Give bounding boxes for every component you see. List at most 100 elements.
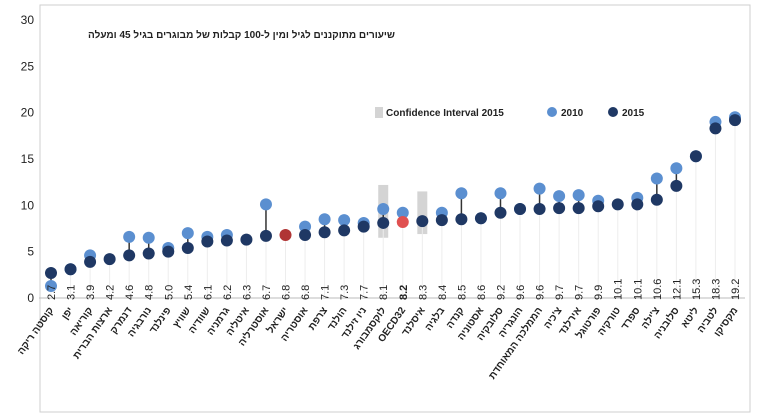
data-label: 9.7 xyxy=(574,285,586,300)
dot-2015 xyxy=(240,233,253,246)
dot-2010 xyxy=(553,190,566,203)
y-tick-label: 20 xyxy=(21,106,35,120)
data-label: 7.1 xyxy=(320,285,332,300)
data-label: 8.2 xyxy=(398,285,410,300)
legend: Confidence Interval 2015 2010 2015 xyxy=(375,107,645,119)
data-label: 8.5 xyxy=(456,285,468,300)
dot-2010 xyxy=(455,187,468,200)
y-tick-label: 25 xyxy=(21,59,35,73)
data-label: 6.3 xyxy=(241,285,253,300)
dot-2015 xyxy=(533,203,546,216)
data-label: 18.3 xyxy=(710,279,722,300)
y-tick-label: 15 xyxy=(21,152,35,166)
data-label: 8.4 xyxy=(437,285,449,300)
dot-2015 xyxy=(494,206,507,219)
dot-2015 xyxy=(279,228,292,241)
dot-2010 xyxy=(494,187,507,200)
dot-2015 xyxy=(220,234,233,247)
dot-2015 xyxy=(396,216,409,229)
data-label: 9.2 xyxy=(495,285,507,300)
legend-2015-marker xyxy=(608,107,618,117)
dot-2015 xyxy=(123,249,136,262)
data-label: 7.3 xyxy=(339,285,351,300)
dot-2015 xyxy=(201,235,214,248)
data-label: 19.2 xyxy=(730,279,742,300)
data-label: 9.6 xyxy=(535,285,547,300)
dot-2015 xyxy=(142,247,155,260)
dot-2010 xyxy=(142,231,155,244)
dot-2010 xyxy=(650,172,663,185)
data-label: 8.3 xyxy=(417,285,429,300)
data-label: 6.8 xyxy=(281,285,293,300)
dot-2015 xyxy=(181,241,194,254)
data-label: 3.1 xyxy=(66,285,78,300)
dot-2010 xyxy=(396,206,409,219)
legend-2010-marker xyxy=(547,107,557,117)
data-label: 5.4 xyxy=(183,285,195,300)
dot-2015 xyxy=(592,200,605,213)
dot-2015 xyxy=(709,122,722,135)
dot-2015 xyxy=(377,216,390,229)
data-label: 9.6 xyxy=(515,285,527,300)
dot-2010 xyxy=(299,220,312,233)
dot-2015 xyxy=(455,213,468,226)
data-label: 2.7 xyxy=(46,285,58,300)
legend-2010-label: 2010 xyxy=(561,108,584,119)
confidence-interval-bar xyxy=(417,191,428,235)
dot-2015 xyxy=(45,266,57,279)
dot-2010 xyxy=(533,182,546,195)
data-label: 6.1 xyxy=(202,285,214,300)
y-tick-label: 30 xyxy=(21,13,35,27)
dot-2010 xyxy=(338,214,351,227)
data-label: 10.1 xyxy=(613,279,625,300)
data-label: 10.1 xyxy=(632,279,644,300)
dot-2010 xyxy=(377,203,390,216)
dot-2015 xyxy=(103,253,116,266)
dot-2015 xyxy=(611,198,624,211)
y-tick-label: 10 xyxy=(21,198,35,212)
dot-2015 xyxy=(299,228,312,241)
plot-border xyxy=(39,4,751,413)
legend-ci-swatch xyxy=(375,107,383,118)
data-label: 5.0 xyxy=(163,285,175,300)
dot-2010 xyxy=(181,227,194,240)
data-label: 6.8 xyxy=(300,285,312,300)
y-tick-label: 0 xyxy=(27,291,34,305)
data-label: 9.7 xyxy=(554,285,566,300)
data-label: 15.3 xyxy=(691,279,703,300)
data-label: 6.2 xyxy=(222,285,234,300)
legend-2015-label: 2015 xyxy=(622,108,645,119)
dot-2010 xyxy=(259,198,272,211)
legend-ci-label: Confidence Interval 2015 xyxy=(386,108,504,119)
dot-2010 xyxy=(318,213,331,226)
dot-2015 xyxy=(162,245,175,258)
data-label: 7.7 xyxy=(359,285,371,300)
dot-2015 xyxy=(650,193,663,206)
data-label: 12.1 xyxy=(671,279,683,300)
dot-2015 xyxy=(64,263,77,276)
data-label: 8.6 xyxy=(476,285,488,300)
dot-2015 xyxy=(259,229,272,242)
dot-2015 xyxy=(514,203,527,216)
dot-2010 xyxy=(572,189,585,202)
dot-2015 xyxy=(553,202,566,215)
data-label: 9.9 xyxy=(593,285,605,300)
dot-2015 xyxy=(689,150,702,163)
data-label: 4.6 xyxy=(124,285,136,300)
dot-2015 xyxy=(670,179,683,192)
dot-2015 xyxy=(416,215,429,228)
dot-2015 xyxy=(338,224,351,237)
dot-2015 xyxy=(84,255,97,268)
dot-2010 xyxy=(45,279,57,292)
dot-2015 xyxy=(357,220,370,233)
data-label: 6.7 xyxy=(261,285,273,300)
dot-2015 xyxy=(474,212,487,225)
dot-2010 xyxy=(123,230,136,243)
data-label: 3.9 xyxy=(85,285,97,300)
dot-2015 xyxy=(572,202,585,215)
y-tick-label: 5 xyxy=(27,245,34,259)
data-label: 8.1 xyxy=(378,285,390,300)
dot-2010 xyxy=(670,162,683,175)
